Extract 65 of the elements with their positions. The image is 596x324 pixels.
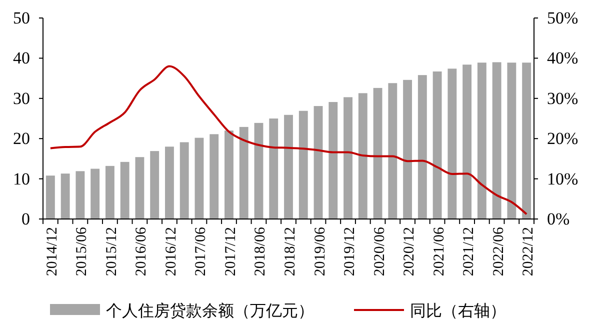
bar	[314, 106, 323, 219]
legend-label: 个人住房贷款余额（万亿元）	[106, 302, 314, 320]
x-tick-label: 2020/06	[372, 226, 388, 276]
y-tick-label: 40	[13, 48, 30, 68]
y2-tick-label: 30%	[547, 88, 578, 108]
bar	[298, 110, 308, 219]
y-tick-label: 30	[13, 88, 30, 108]
bar	[224, 130, 234, 219]
bar	[344, 97, 352, 219]
bar	[492, 62, 502, 219]
bar	[328, 102, 338, 219]
y-tick-label: 0	[22, 209, 30, 228]
bar	[522, 62, 532, 219]
y2-tick-label: 10%	[547, 169, 578, 188]
x-tick-label: 2020/12	[402, 227, 418, 276]
bar	[448, 68, 457, 219]
bar	[507, 62, 516, 219]
bar	[373, 88, 382, 219]
bar	[194, 138, 204, 219]
bar	[239, 126, 248, 219]
bar	[135, 157, 144, 219]
bar	[358, 93, 368, 219]
bar	[269, 118, 278, 219]
y-tick-label: 10	[13, 169, 30, 188]
x-tick-label: 2014/12	[44, 227, 60, 276]
bar	[46, 176, 55, 219]
x-tick-label: 2021/12	[461, 227, 478, 276]
x-tick-label: 2015/06	[74, 226, 90, 276]
x-tick-label: 2022/06	[490, 226, 507, 276]
bar	[403, 80, 412, 219]
x-tick-label: 2016/06	[134, 226, 150, 276]
y-tick-label: 50	[13, 8, 30, 28]
bar	[150, 151, 160, 219]
y2-tick-label: 20%	[547, 129, 578, 148]
x-tick-label: 2015/12	[104, 227, 120, 276]
bar	[388, 83, 398, 219]
bar	[60, 174, 70, 219]
x-tick-label: 2021/06	[431, 226, 448, 276]
x-tick-label: 2016/12	[163, 227, 180, 276]
bar	[90, 168, 100, 219]
bar	[462, 64, 472, 219]
bar	[432, 71, 442, 219]
x-tick-label: 2019/12	[342, 227, 358, 276]
x-tick-label: 2018/06	[252, 226, 269, 276]
bar	[165, 146, 174, 219]
bar	[254, 122, 264, 219]
y2-tick-label: 0%	[547, 209, 570, 228]
bar	[210, 134, 219, 219]
x-tick-label: 2022/12	[520, 227, 537, 276]
x-tick-label: 2017/12	[222, 227, 239, 276]
y2-tick-label: 40%	[547, 48, 578, 68]
bar	[120, 162, 130, 219]
bar	[477, 62, 486, 219]
y-tick-label: 20	[13, 129, 30, 148]
bar	[105, 166, 114, 219]
bar	[418, 75, 427, 219]
y2-tick-label: 50%	[547, 8, 578, 28]
x-tick-label: 2019/06	[312, 226, 328, 276]
line-series	[49, 65, 528, 216]
x-tick-label: 2017/06	[193, 226, 210, 276]
bar	[180, 142, 189, 219]
x-tick-label: 2018/12	[282, 227, 298, 276]
legend-label: 同比（右轴）	[410, 302, 506, 320]
bar	[284, 114, 293, 219]
bar	[76, 171, 85, 219]
